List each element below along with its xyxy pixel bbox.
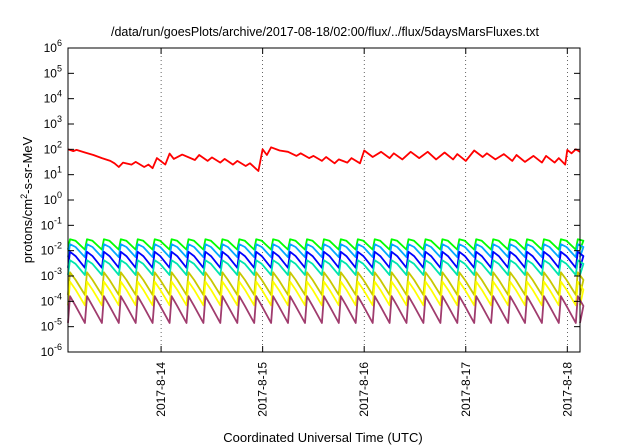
- y-tick-label: 100: [44, 190, 62, 207]
- axes: [67, 47, 581, 353]
- series-line-4: [67, 250, 585, 269]
- y-tick-label: 10-6: [41, 342, 62, 359]
- y-tick-label: 101: [44, 165, 62, 182]
- x-tick-label: 2017-8-18: [560, 362, 574, 417]
- series-line-1: [67, 146, 581, 172]
- series-line-3: [67, 243, 585, 259]
- x-tick-labels: 2017-8-14 2017-8-15 2017-8-16 2017-8-17 2017…: [154, 362, 574, 417]
- x-tick-label: 2017-8-15: [256, 362, 270, 417]
- y-tick-label: 10-1: [41, 215, 62, 232]
- plot-frame: [67, 47, 581, 353]
- series-line-5: [67, 259, 585, 276]
- y-tick-label: 10-3: [41, 266, 62, 283]
- series-line-2: [67, 238, 585, 251]
- x-tick-label: 2017-8-14: [154, 362, 168, 417]
- series-line-7: [67, 280, 585, 307]
- y-tick-labels: 10-6 10-5 10-4 10-3 10-2 10-1 100 101 102 103 104 1…: [41, 38, 62, 359]
- y-tick-label: 10-4: [41, 291, 62, 308]
- y-tick-label: 105: [44, 63, 62, 80]
- y-axis-label: protons/cm2-s-sr-MeV: [19, 136, 35, 263]
- x-axis-label: Coordinated Universal Time (UTC): [223, 430, 422, 445]
- y-tick-label: 106: [44, 38, 62, 55]
- series-line-8: [67, 295, 585, 324]
- chart-title: /data/run/goesPlots/archive/2017-08-18/0…: [111, 25, 540, 39]
- y-tick-label: 10-5: [41, 317, 62, 334]
- y-tick-label: 102: [44, 139, 62, 156]
- grid: [160, 48, 568, 352]
- y-tick-label: 103: [44, 114, 62, 131]
- y-tick-label: 10-2: [41, 241, 62, 258]
- series-lines: [67, 146, 585, 324]
- x-tick-label: 2017-8-16: [357, 362, 371, 417]
- y-tick-label: 104: [44, 89, 62, 106]
- x-tick-label: 2017-8-17: [459, 362, 473, 417]
